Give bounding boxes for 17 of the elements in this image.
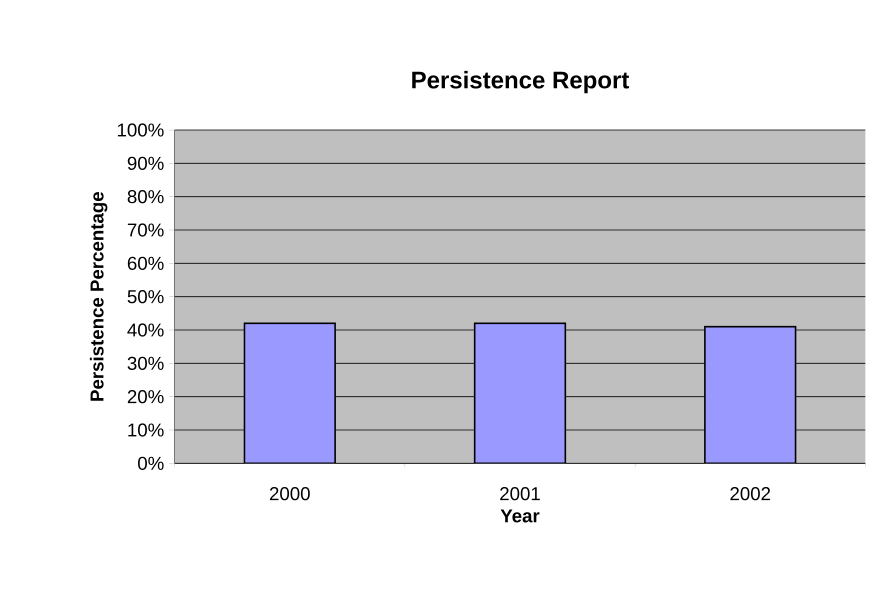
x-tick-label: 2002: [730, 487, 770, 500]
y-tick-label: 40%: [127, 323, 164, 337]
y-tick-label: 30%: [128, 356, 164, 370]
chart-title: Persistence Report: [412, 70, 630, 94]
y-tick-label: 70%: [128, 223, 164, 237]
y-tick-label: 0%: [138, 456, 164, 470]
y-tick-label: 80%: [128, 190, 164, 204]
y-tick-label: 60%: [128, 256, 164, 270]
x-tick-label: 2001: [500, 487, 540, 500]
y-tick-label: 90%: [128, 156, 164, 170]
x-tick-label: 2000: [270, 487, 310, 500]
x-axis-title: Year: [500, 509, 540, 522]
y-tick-label: 20%: [128, 390, 164, 404]
y-tick-label: 50%: [128, 290, 164, 304]
y-tick-label: 10%: [128, 423, 164, 437]
y-tick-label: 100%: [118, 123, 164, 137]
y-axis-title: Persistence Percentage: [90, 192, 108, 401]
